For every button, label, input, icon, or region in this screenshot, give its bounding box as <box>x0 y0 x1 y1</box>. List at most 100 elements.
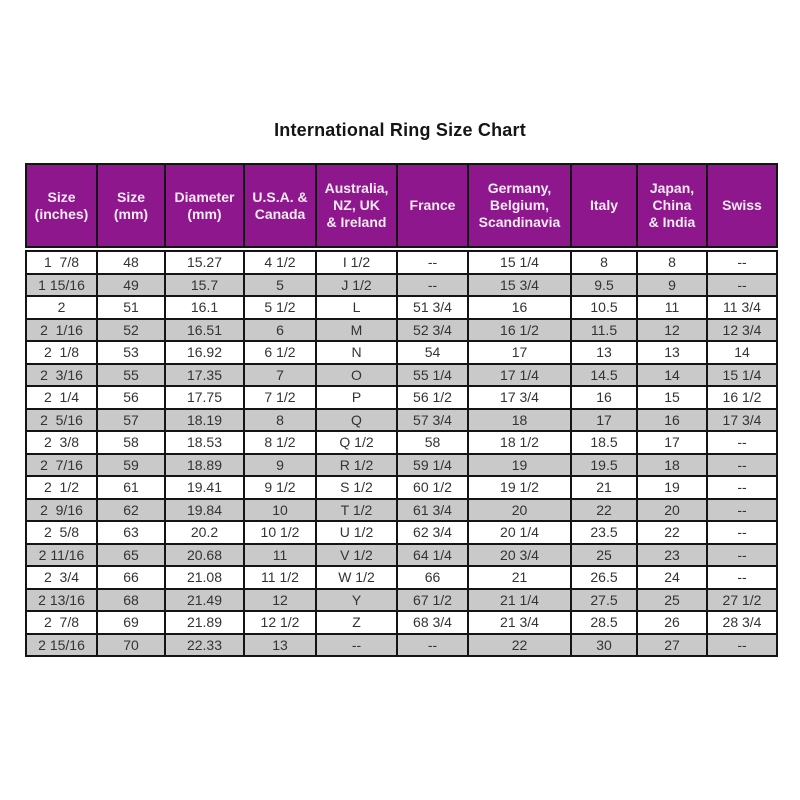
table-cell: 52 3/4 <box>398 319 467 340</box>
table-cell: 58 <box>398 432 467 453</box>
table-cell: 15 1/4 <box>469 252 570 273</box>
table-cell: 10 <box>245 499 315 520</box>
table-cell: 63 <box>98 522 164 543</box>
table-cell: -- <box>708 522 776 543</box>
table-cell: 2 3/4 <box>27 567 96 588</box>
table-cell: 2 1/16 <box>27 319 96 340</box>
table-cell: 59 1/4 <box>398 454 467 475</box>
table-cell: 18.19 <box>166 409 243 430</box>
table-cell: 11 <box>245 544 315 565</box>
table-cell: 21.49 <box>166 589 243 610</box>
table-cell: 12 3/4 <box>708 319 776 340</box>
table-header-row: Size (inches) Size (mm) Diameter (mm) U.S.A… <box>25 163 778 248</box>
table-cell: 2 3/16 <box>27 364 96 385</box>
table-cell: 48 <box>98 252 164 273</box>
table-cell: J 1/2 <box>317 274 396 295</box>
table-cell: 11 <box>638 297 706 318</box>
table-cell: 6 1/2 <box>245 342 315 363</box>
table-cell: -- <box>708 274 776 295</box>
table-cell: Z <box>317 612 396 633</box>
table-cell: 19 <box>638 477 706 498</box>
column-header: Diameter (mm) <box>166 165 243 246</box>
table-cell: 66 <box>398 567 467 588</box>
table-cell: 2 15/16 <box>27 634 96 655</box>
table-cell: 27.5 <box>572 589 636 610</box>
table-cell: 2 7/16 <box>27 454 96 475</box>
table-cell: 17 3/4 <box>708 409 776 430</box>
table-cell: -- <box>708 454 776 475</box>
table-cell: 68 <box>98 589 164 610</box>
table-cell: 22 <box>638 522 706 543</box>
table-cell: 21 <box>572 477 636 498</box>
table-cell: 18.5 <box>572 432 636 453</box>
table-cell: -- <box>398 634 467 655</box>
column-header: Italy <box>572 165 636 246</box>
table-cell: 22 <box>469 634 570 655</box>
table-cell: 59 <box>98 454 164 475</box>
table-cell: 18 <box>638 454 706 475</box>
table-cell: 16 1/2 <box>708 387 776 408</box>
table-cell: 9 <box>245 454 315 475</box>
table-cell: 17 <box>469 342 570 363</box>
table-cell: 66 <box>98 567 164 588</box>
table-body: 1 7/8 48 15.27 4 1/2 I 1/2 -- 15 1/4 8 8 -- 1 15/1… <box>25 250 778 657</box>
table-cell: 8 <box>638 252 706 273</box>
table-cell: 28.5 <box>572 612 636 633</box>
table-cell: 2 3/8 <box>27 432 96 453</box>
table-cell: 19 1/2 <box>469 477 570 498</box>
table-cell: 55 <box>98 364 164 385</box>
table-cell: 13 <box>638 342 706 363</box>
table-cell: 53 <box>98 342 164 363</box>
table-cell: 19.84 <box>166 499 243 520</box>
column-header: Size (inches) <box>27 165 96 246</box>
table-cell: 2 <box>27 297 96 318</box>
table-cell: 69 <box>98 612 164 633</box>
table-cell: 15 1/4 <box>708 364 776 385</box>
table-cell: 18 1/2 <box>469 432 570 453</box>
table-cell: 16.51 <box>166 319 243 340</box>
table-cell: 62 <box>98 499 164 520</box>
table-cell: 21.08 <box>166 567 243 588</box>
table-cell: -- <box>708 544 776 565</box>
table-cell: 12 <box>638 319 706 340</box>
table-cell: 51 3/4 <box>398 297 467 318</box>
column-header: Japan, China & India <box>638 165 706 246</box>
table-cell: Q 1/2 <box>317 432 396 453</box>
table-cell: 18.89 <box>166 454 243 475</box>
table-cell: 13 <box>245 634 315 655</box>
table-cell: 62 3/4 <box>398 522 467 543</box>
table-cell: 16 <box>638 409 706 430</box>
table-cell: T 1/2 <box>317 499 396 520</box>
table-cell: 8 <box>572 252 636 273</box>
table-cell: 28 3/4 <box>708 612 776 633</box>
table-cell: 25 <box>572 544 636 565</box>
table-cell: 55 1/4 <box>398 364 467 385</box>
table-cell: 23.5 <box>572 522 636 543</box>
table-cell: 30 <box>572 634 636 655</box>
table-cell: 54 <box>398 342 467 363</box>
table-cell: -- <box>708 432 776 453</box>
table-cell: 17.75 <box>166 387 243 408</box>
table-cell: 20 3/4 <box>469 544 570 565</box>
table-cell: 67 1/2 <box>398 589 467 610</box>
table-cell: 13 <box>572 342 636 363</box>
table-cell: 2 13/16 <box>27 589 96 610</box>
table-cell: 17 1/4 <box>469 364 570 385</box>
table-cell: 21 1/4 <box>469 589 570 610</box>
table-cell: 11.5 <box>572 319 636 340</box>
ring-size-table: Size (inches) Size (mm) Diameter (mm) U.S.A… <box>25 163 778 657</box>
table-cell: 22 <box>572 499 636 520</box>
table-cell: -- <box>317 634 396 655</box>
table-cell: 9.5 <box>572 274 636 295</box>
table-cell: 26 <box>638 612 706 633</box>
column-header: Swiss <box>708 165 776 246</box>
table-cell: U 1/2 <box>317 522 396 543</box>
table-cell: 21 3/4 <box>469 612 570 633</box>
table-cell: 11 3/4 <box>708 297 776 318</box>
table-cell: 19.5 <box>572 454 636 475</box>
table-cell: 2 11/16 <box>27 544 96 565</box>
table-cell: 19.41 <box>166 477 243 498</box>
table-cell: 5 1/2 <box>245 297 315 318</box>
table-cell: 15 3/4 <box>469 274 570 295</box>
table-cell: 2 1/4 <box>27 387 96 408</box>
